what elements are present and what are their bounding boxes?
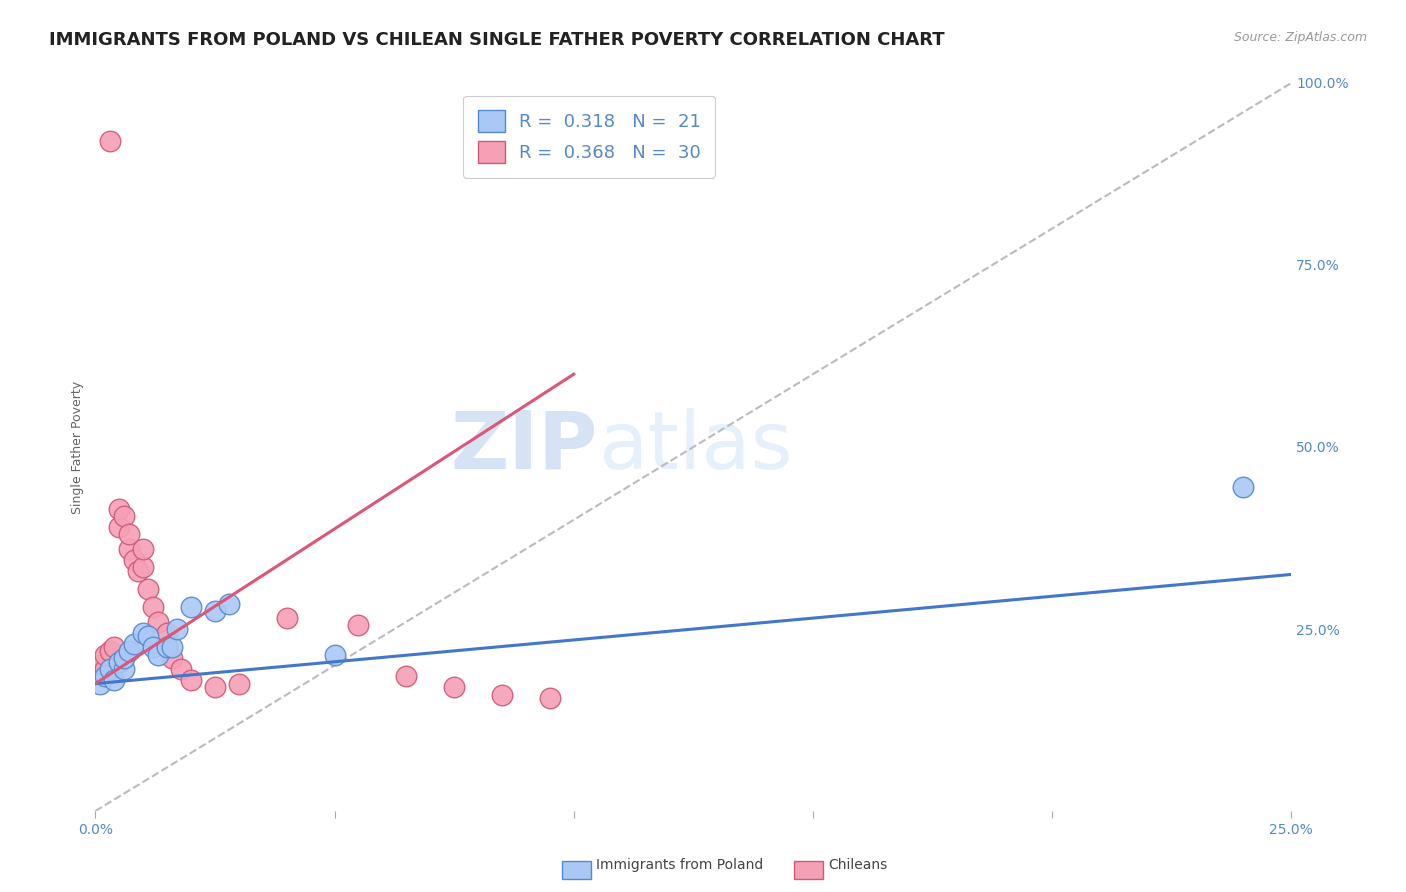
Point — [166, 622, 188, 636]
Point — [122, 637, 145, 651]
Point — [142, 600, 165, 615]
Point — [276, 611, 298, 625]
Point — [323, 648, 346, 662]
Point — [538, 691, 561, 706]
Point — [180, 600, 202, 615]
Point — [156, 625, 179, 640]
Point — [204, 604, 226, 618]
Point — [491, 688, 513, 702]
Point — [89, 658, 111, 673]
Point — [98, 662, 121, 676]
Point — [103, 673, 125, 687]
Point — [170, 662, 193, 676]
Text: IMMIGRANTS FROM POLAND VS CHILEAN SINGLE FATHER POVERTY CORRELATION CHART: IMMIGRANTS FROM POLAND VS CHILEAN SINGLE… — [49, 31, 945, 49]
Point — [108, 520, 131, 534]
Point — [118, 527, 141, 541]
Text: atlas: atlas — [598, 408, 792, 486]
Point — [204, 680, 226, 694]
Point — [156, 640, 179, 655]
Point — [443, 680, 465, 694]
Point — [94, 669, 117, 683]
Point — [118, 644, 141, 658]
Point — [127, 564, 149, 578]
Point — [112, 651, 135, 665]
Point — [146, 615, 169, 629]
Point — [395, 669, 418, 683]
Point — [136, 582, 159, 596]
Point — [118, 541, 141, 556]
Point — [108, 502, 131, 516]
Point — [142, 640, 165, 655]
Point — [94, 662, 117, 676]
Legend: R =  0.318   N =  21, R =  0.368   N =  30: R = 0.318 N = 21, R = 0.368 N = 30 — [463, 95, 716, 178]
Point — [1232, 480, 1254, 494]
Point — [132, 541, 155, 556]
Point — [136, 629, 159, 643]
Point — [89, 676, 111, 690]
Point — [347, 618, 370, 632]
Point — [89, 665, 111, 680]
Point — [160, 640, 183, 655]
Point — [180, 673, 202, 687]
Point — [112, 509, 135, 524]
Point — [218, 597, 240, 611]
Point — [146, 648, 169, 662]
Text: ZIP: ZIP — [450, 408, 598, 486]
Y-axis label: Single Father Poverty: Single Father Poverty — [72, 380, 84, 514]
Point — [122, 553, 145, 567]
Text: Immigrants from Poland: Immigrants from Poland — [596, 858, 763, 872]
Point — [132, 560, 155, 574]
Point — [112, 662, 135, 676]
Point — [228, 676, 250, 690]
Text: Chileans: Chileans — [828, 858, 887, 872]
Point — [98, 134, 121, 148]
Point — [132, 625, 155, 640]
Point — [108, 655, 131, 669]
Point — [160, 651, 183, 665]
Point — [98, 644, 121, 658]
Point — [94, 648, 117, 662]
Point — [103, 640, 125, 655]
Text: Source: ZipAtlas.com: Source: ZipAtlas.com — [1233, 31, 1367, 45]
